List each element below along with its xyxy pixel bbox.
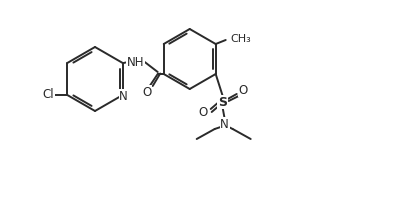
Text: NH: NH: [127, 55, 145, 68]
Text: O: O: [142, 86, 151, 98]
Text: O: O: [198, 106, 207, 119]
Text: Cl: Cl: [42, 89, 54, 101]
Text: CH₃: CH₃: [231, 34, 251, 44]
Text: N: N: [119, 89, 128, 103]
Text: O: O: [238, 83, 247, 97]
Text: S: S: [218, 95, 227, 108]
Text: N: N: [220, 117, 229, 131]
